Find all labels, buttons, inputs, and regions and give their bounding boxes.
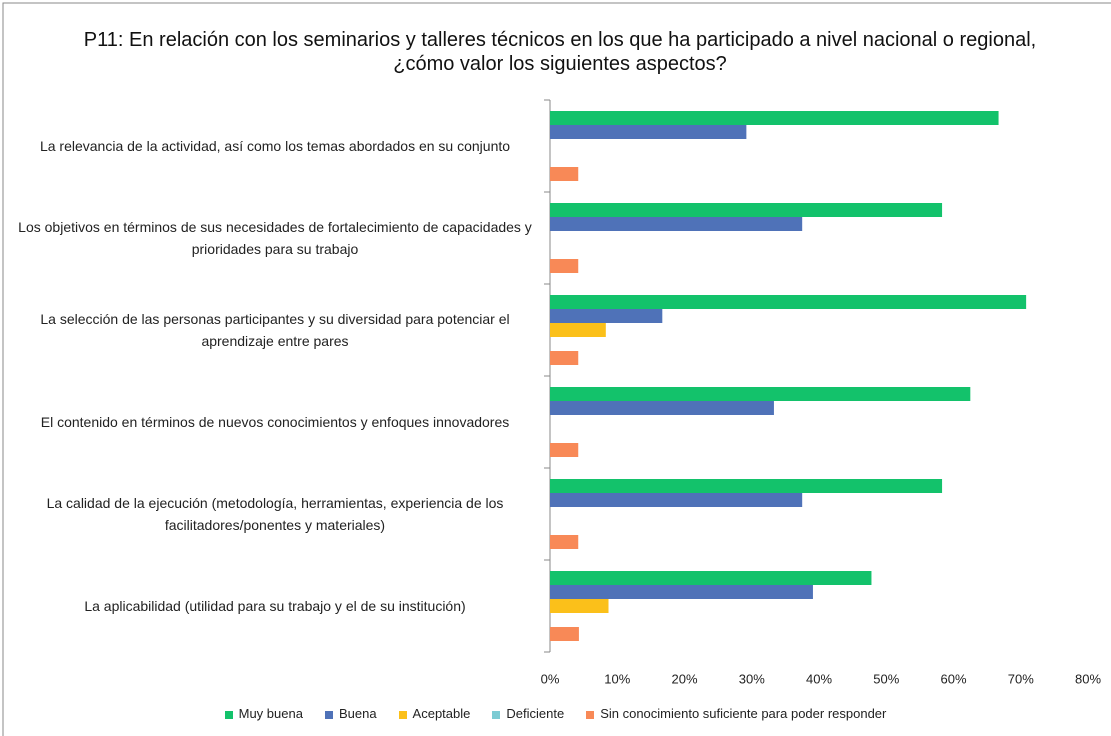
bar bbox=[550, 125, 747, 139]
chart-title: P11: En relación con los seminarios y ta… bbox=[83, 29, 1037, 75]
category-label: La selección de las personas participant… bbox=[40, 311, 510, 349]
legend-swatch bbox=[324, 710, 333, 719]
bar bbox=[550, 167, 579, 181]
category-label: Los objetivos en términos de sus necesid… bbox=[18, 219, 532, 257]
x-tick-label: 40% bbox=[806, 671, 832, 686]
legend-item: Deficiente bbox=[492, 706, 564, 721]
legend-label: Aceptable bbox=[412, 706, 471, 721]
bar bbox=[550, 387, 971, 401]
category-label: La relevancia de la actividad, así como … bbox=[39, 138, 511, 154]
bar bbox=[550, 401, 774, 415]
bar bbox=[550, 323, 606, 337]
bar bbox=[550, 571, 872, 585]
x-tick-label: 70% bbox=[1008, 671, 1034, 686]
x-tick-label: 60% bbox=[940, 671, 966, 686]
legend-item: Aceptable bbox=[398, 706, 471, 721]
legend-swatch bbox=[586, 710, 595, 719]
bar bbox=[550, 203, 943, 217]
x-tick-label: 20% bbox=[671, 671, 697, 686]
legend: Muy buena Buena Aceptable Deficiente Sin con… bbox=[0, 706, 1111, 721]
bar bbox=[550, 493, 803, 507]
x-tick-label: 80% bbox=[1075, 671, 1101, 686]
bar bbox=[550, 217, 803, 231]
bar bbox=[550, 259, 579, 273]
legend-item: Muy buena bbox=[224, 706, 303, 721]
bar bbox=[550, 627, 579, 641]
bar bbox=[550, 295, 1027, 309]
legend-item: Buena bbox=[324, 706, 377, 721]
category-label: La aplicabilidad (utilidad para su traba… bbox=[84, 598, 466, 614]
legend-label: Sin conocimiento suficiente para poder r… bbox=[600, 706, 887, 721]
bar bbox=[550, 351, 579, 365]
legend-swatch bbox=[398, 710, 407, 719]
bar bbox=[550, 443, 579, 457]
category-label: El contenido en términos de nuevos conoc… bbox=[40, 414, 510, 430]
x-tick-label: 30% bbox=[739, 671, 765, 686]
legend-item: Sin conocimiento suficiente para poder r… bbox=[586, 706, 886, 721]
bar bbox=[550, 479, 943, 493]
legend-label: Deficiente bbox=[506, 706, 565, 721]
x-tick-label: 50% bbox=[873, 671, 899, 686]
legend-swatch bbox=[492, 710, 501, 719]
bar bbox=[550, 111, 999, 125]
bar bbox=[550, 535, 579, 549]
x-tick-label: 0% bbox=[541, 671, 560, 686]
legend-swatch bbox=[224, 710, 233, 719]
legend-label: Buena bbox=[338, 706, 377, 721]
category-label: La calidad de la ejecución (metodología,… bbox=[46, 495, 504, 533]
legend-label: Muy buena bbox=[238, 706, 303, 721]
x-tick-label: 10% bbox=[604, 671, 630, 686]
bar bbox=[550, 585, 813, 599]
bar bbox=[550, 309, 663, 323]
bar bbox=[550, 599, 609, 613]
